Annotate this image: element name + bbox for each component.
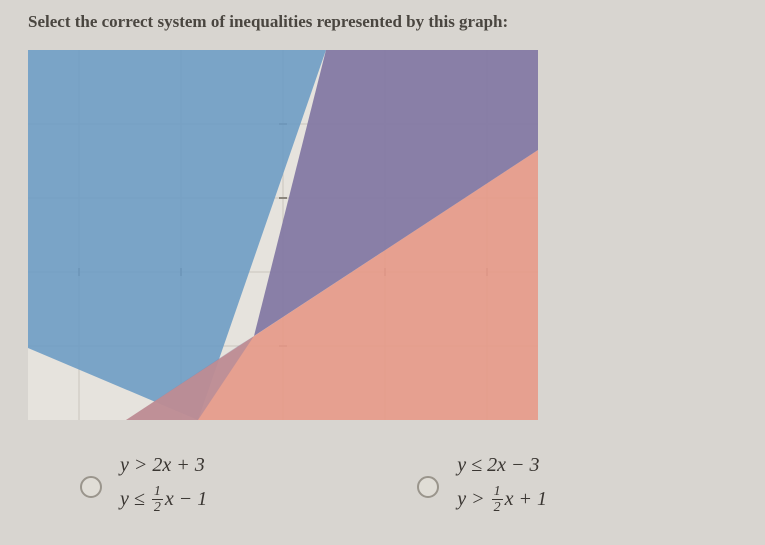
- option-a-equations: y > 2x + 3 y ≤ 12x − 1: [120, 448, 207, 516]
- option-a[interactable]: y > 2x + 3 y ≤ 12x − 1: [80, 448, 207, 516]
- answer-options: y > 2x + 3 y ≤ 12x − 1 y ≤ 2x − 3 y: [20, 448, 745, 516]
- radio-icon[interactable]: [80, 476, 102, 498]
- question-prompt: Select the correct system of inequalitie…: [20, 12, 745, 32]
- option-b[interactable]: y ≤ 2x − 3 y > 12x + 1: [417, 448, 547, 516]
- option-a-line1: y > 2x + 3: [120, 448, 207, 482]
- option-b-line1: y ≤ 2x − 3: [457, 448, 547, 482]
- graph-svg: [28, 50, 538, 420]
- inequality-graph: [28, 50, 538, 420]
- option-b-line2: y > 12x + 1: [457, 482, 547, 516]
- option-b-equations: y ≤ 2x − 3 y > 12x + 1: [457, 448, 547, 516]
- option-a-line2: y ≤ 12x − 1: [120, 482, 207, 516]
- radio-icon[interactable]: [417, 476, 439, 498]
